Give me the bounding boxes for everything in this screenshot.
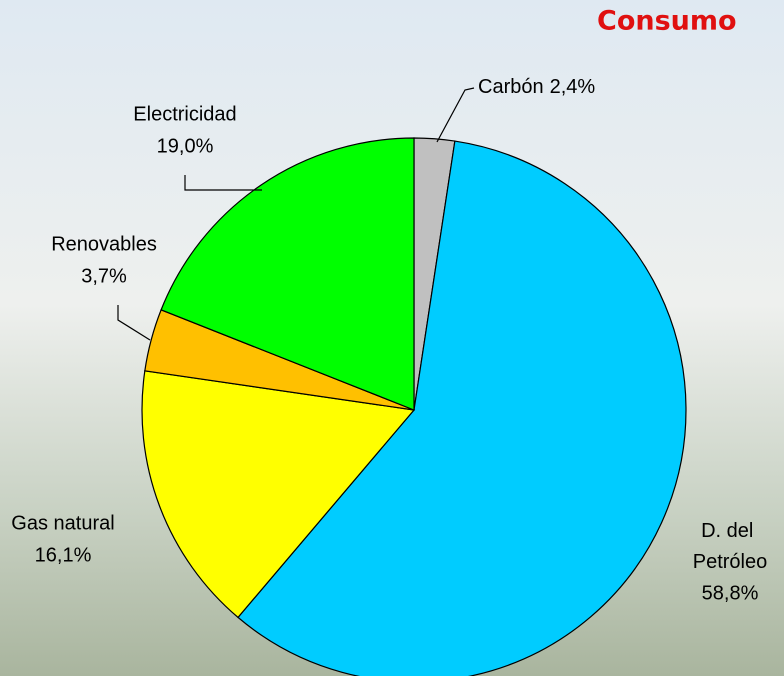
data-label: Carbón 2,4% xyxy=(478,76,595,98)
category-label: Carbón xyxy=(478,76,544,98)
category-label: Renovables xyxy=(51,233,157,255)
value-label: 3,7% xyxy=(81,265,127,287)
value-label: 58,8% xyxy=(702,582,759,604)
chart: Consumo Carbón2,4%D. del Petróleo58,8%Ga… xyxy=(0,0,784,676)
value-label: 2,4% xyxy=(550,76,596,98)
chart-title: Consumo xyxy=(597,6,737,37)
page: {"chart_data": {"type": "pie", "title": … xyxy=(0,0,784,676)
value-label: 16,1% xyxy=(35,544,92,566)
value-label: 19,0% xyxy=(157,135,214,157)
category-label: Gas natural xyxy=(11,512,114,534)
category-label: Electricidad xyxy=(133,103,236,125)
